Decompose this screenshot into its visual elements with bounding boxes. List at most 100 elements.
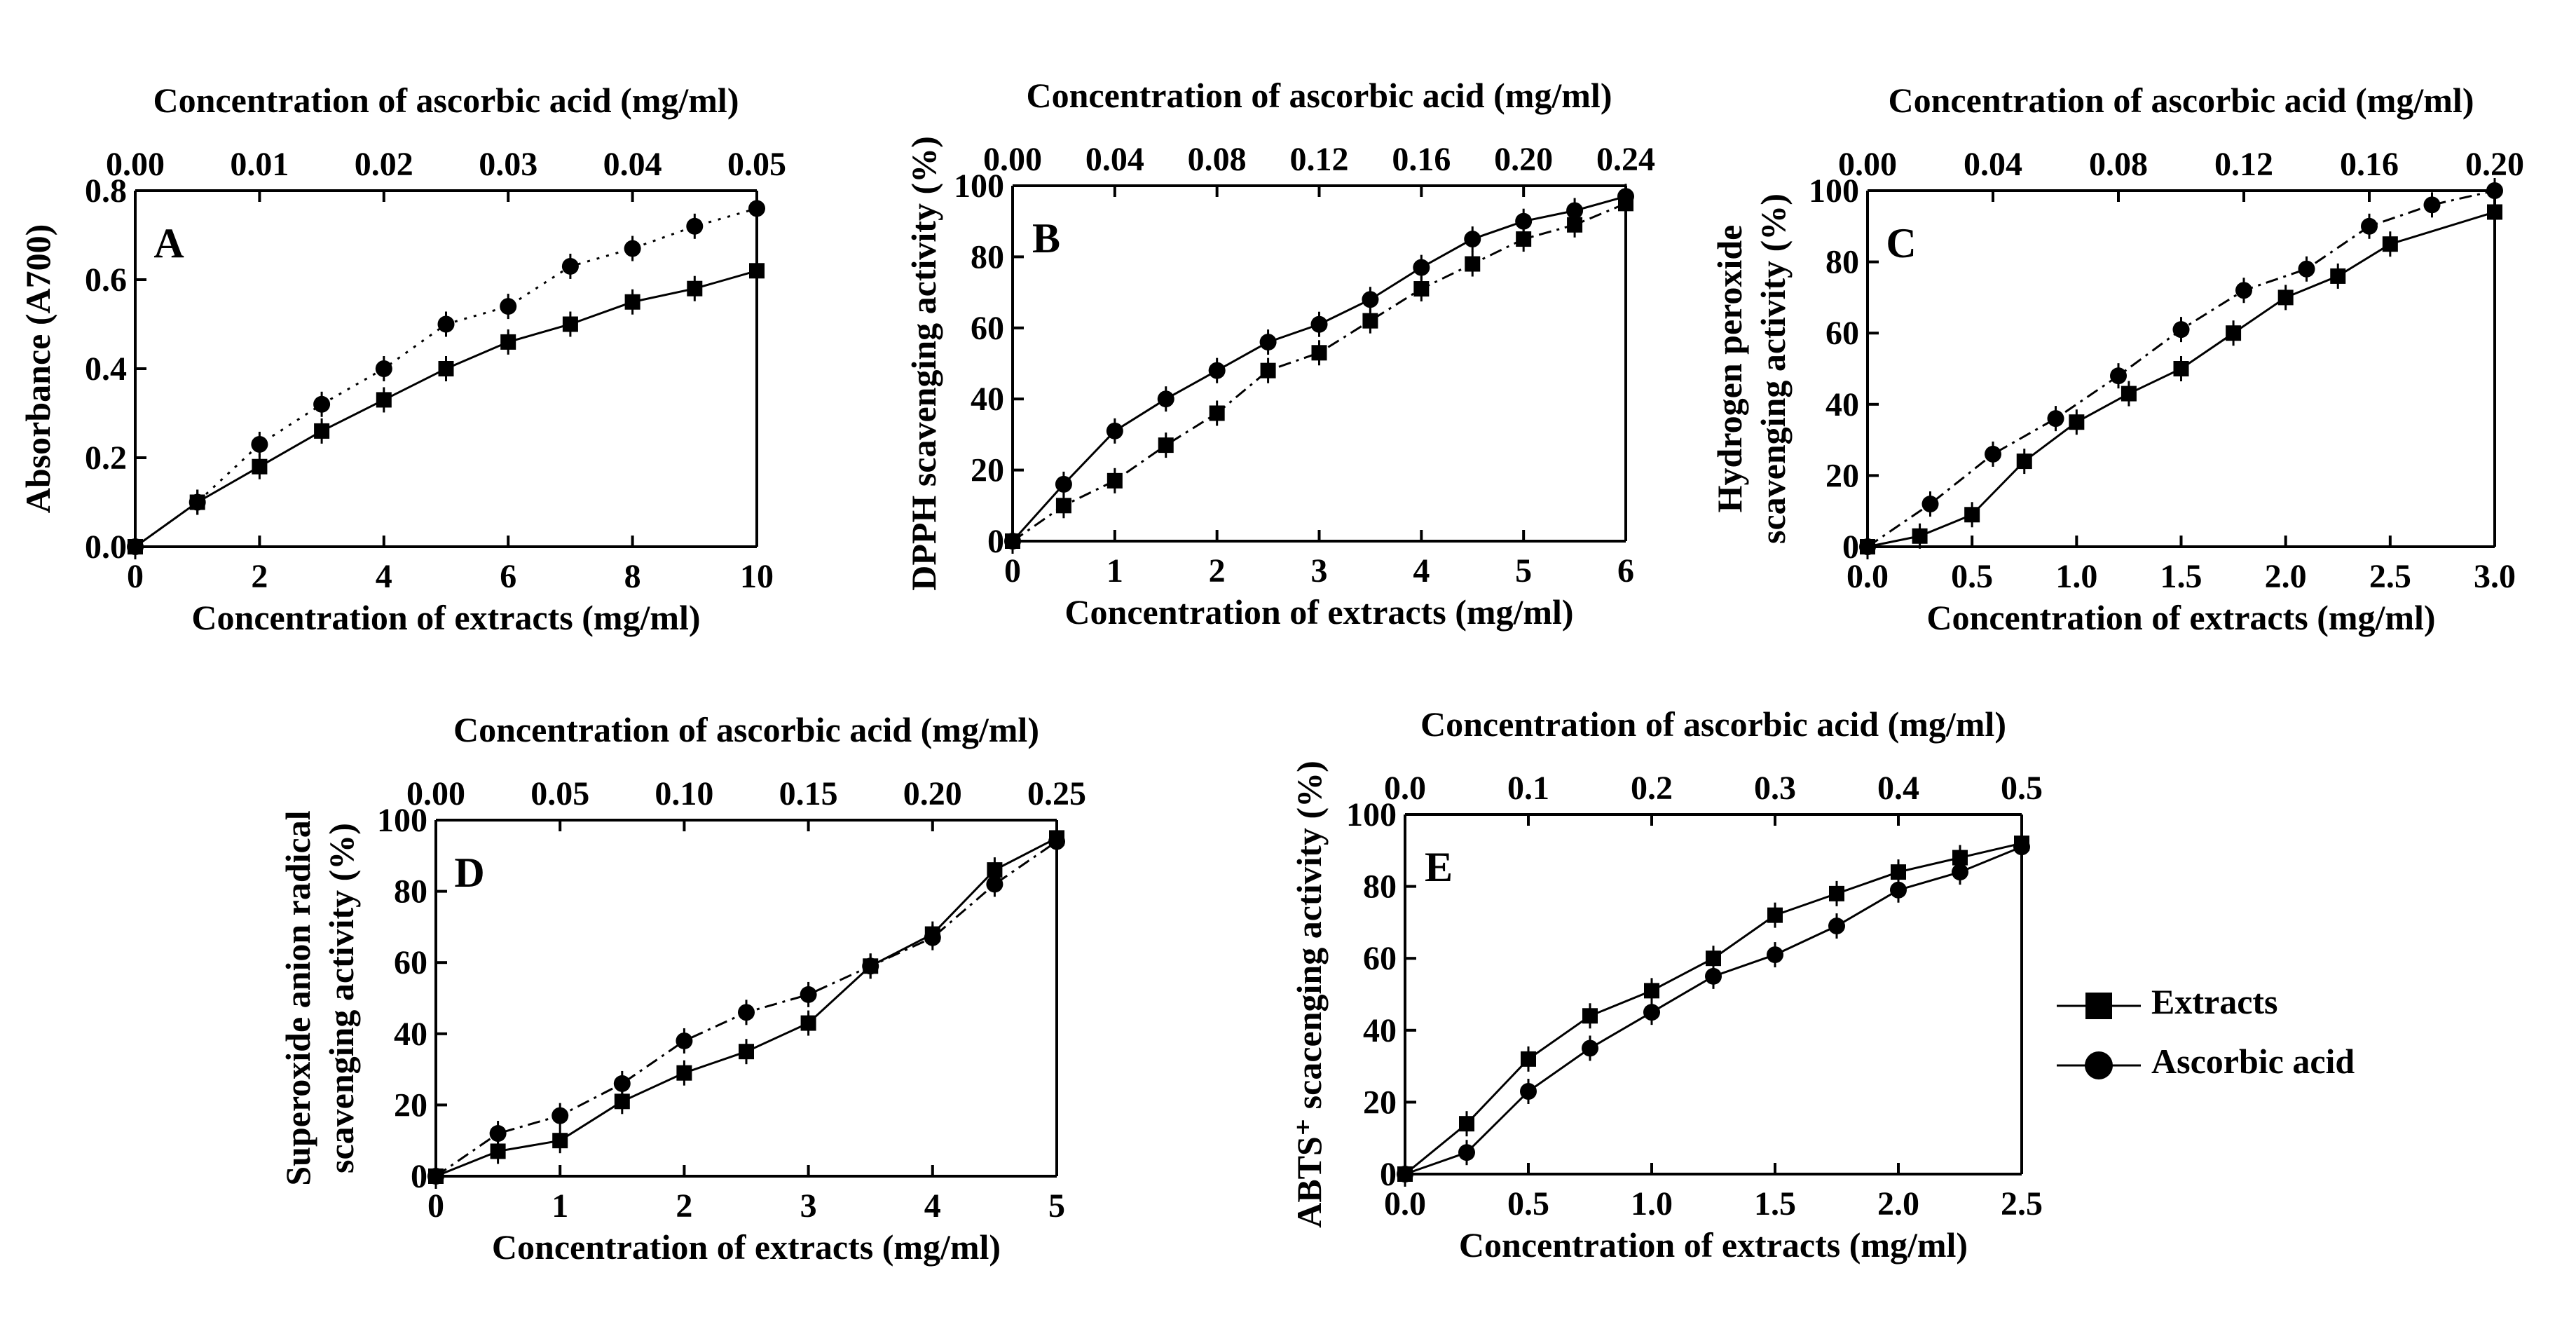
data-point-circle [1617, 188, 1634, 205]
data-point-square [2277, 289, 2294, 306]
x-tick-label: 2.5 [2369, 558, 2411, 595]
x-tick-label: 2.0 [2265, 558, 2307, 595]
data-point-circle [1048, 833, 1065, 850]
y-tick-label: 80 [1363, 868, 1397, 906]
top-x-axis-title: Concentration of ascorbic acid (mg/ml) [453, 710, 1039, 749]
data-point-square [1644, 983, 1659, 999]
y-tick-label: 40 [394, 1016, 427, 1053]
x-tick-label: 8 [624, 558, 641, 595]
y-tick-label: 100 [954, 168, 1004, 205]
data-point-square [1158, 437, 1174, 454]
top-x-tick-label: 0.05 [727, 146, 786, 183]
data-point-circle [1106, 422, 1123, 439]
data-point-circle [2172, 321, 2190, 339]
data-point-circle [1921, 496, 1939, 513]
data-point-square [314, 423, 330, 439]
y-tick-label: 60 [971, 310, 1004, 347]
chart-panel-e: 0.0 0.5 1.0 1.5 2.0 2.5 0.0 0.1 0.2 0.3 0.4 0.5 0 20 4… [1289, 704, 2043, 1265]
data-point-circle [375, 360, 392, 377]
top-x-tick-label: 0.15 [779, 775, 838, 812]
y-tick-label: 80 [971, 238, 1004, 275]
data-point-circle [2013, 838, 2030, 856]
data-point-circle [748, 200, 765, 217]
y-tick-label: 0.2 [85, 439, 127, 477]
data-point-square [687, 280, 703, 297]
y-axis-title-line1: Superoxide anion radical [278, 810, 317, 1185]
data-point-circle [1566, 202, 1584, 219]
square-marker-icon [2057, 993, 2141, 1019]
top-x-tick-label: 0.04 [1085, 141, 1144, 178]
x-tick-label: 0.5 [1951, 558, 1993, 595]
series-line-circle [1404, 845, 2022, 1175]
data-point-circle [2235, 282, 2252, 299]
data-point-square [1706, 950, 1721, 967]
data-point-circle [1259, 334, 1277, 351]
legend-label-extracts: Extracts [2151, 982, 2278, 1021]
y-tick-label: 80 [394, 873, 427, 911]
panel-label: B [1032, 215, 1060, 261]
data-point-square [1459, 1116, 1474, 1132]
data-point-square [1912, 528, 1928, 544]
top-x-axis-title: Concentration of ascorbic acid (mg/ml) [1420, 704, 2006, 744]
y-axis-title-line2: scavenging activity (%) [1753, 193, 1793, 544]
data-point-square [2226, 325, 2242, 341]
top-x-axis-title: Concentration of ascorbic acid (mg/ml) [1889, 81, 2474, 120]
data-point-circle [2361, 217, 2378, 235]
x-tick-label: 2.5 [2001, 1185, 2043, 1222]
data-point-square [1582, 1008, 1598, 1024]
data-point-square [1952, 850, 1968, 866]
top-x-tick-label: 0.01 [230, 146, 289, 183]
data-point-square [749, 263, 765, 279]
top-x-tick-label: 0.20 [903, 775, 962, 812]
data-point-circle [624, 240, 641, 257]
chart-panel-d: 0 1 2 3 4 5 0.00 0.05 0.10 0.15 0.20 0.25 0 20 40 60 80 1… [278, 710, 1086, 1267]
x-tick-label: 6 [500, 558, 516, 595]
top-x-tick-label: 0.12 [1290, 141, 1349, 178]
top-x-tick-label: 0.2 [1631, 770, 1673, 807]
data-point-square [2173, 361, 2189, 376]
data-point-circle [676, 1032, 693, 1049]
x-axis-title: Concentration of extracts (mg/ml) [1926, 598, 2435, 637]
data-point-circle [1520, 1083, 1537, 1100]
data-point-circle [1952, 864, 1968, 881]
data-point-circle [2110, 367, 2127, 385]
chart-panel-c: 0.0 0.5 1.0 1.5 2.0 2.5 3.0 0.00 0.04 0.08 0.12 0.1… [1710, 81, 2524, 637]
y-tick-label: 0 [411, 1158, 427, 1195]
legend-item-extracts: Extracts [2053, 974, 2446, 1034]
data-point-circle [1004, 533, 1021, 550]
data-point-square [562, 316, 578, 332]
y-axis-title: ABTS⁺ scacenging activity (%) [1289, 761, 1329, 1228]
x-tick-label: 6 [1617, 552, 1634, 589]
data-point-circle [1643, 1004, 1660, 1021]
chart-panel-b: 0 1 2 3 4 5 6 0.00 0.04 0.08 0.12 0.16 0.20 0.24 0 20 40… [904, 76, 1655, 632]
data-point-square [739, 1044, 754, 1060]
data-point-circle [1859, 538, 1876, 555]
data-point-square [624, 294, 640, 310]
top-x-axis-title: Concentration of ascorbic acid (mg/ml) [153, 81, 739, 120]
y-tick-label: 40 [1825, 386, 1859, 423]
data-point-circle [1890, 881, 1907, 899]
x-tick-label: 0.0 [1384, 1185, 1426, 1222]
data-point-square [1567, 217, 1583, 233]
panel-label: E [1425, 844, 1453, 890]
data-point-square [1209, 405, 1225, 421]
data-point-circle [1705, 967, 1722, 985]
data-point-circle [1208, 362, 1226, 379]
data-point-square [1891, 864, 1906, 880]
x-tick-label: 0 [1004, 552, 1021, 589]
data-point-square [614, 1093, 630, 1110]
data-point-square [500, 334, 516, 350]
data-point-square [2487, 204, 2502, 220]
top-x-tick-label: 0.00 [406, 775, 465, 812]
data-point-square [438, 361, 454, 376]
series-line-square [1012, 202, 1626, 543]
top-x-tick-label: 0.08 [1188, 141, 1247, 178]
top-x-tick-label: 0.00 [1838, 146, 1897, 183]
x-tick-label: 0 [127, 558, 144, 595]
top-x-tick-label: 0.4 [1877, 770, 1919, 807]
x-axis-title: Concentration of extracts (mg/ml) [1459, 1225, 1968, 1265]
data-point-square [2016, 454, 2032, 470]
x-tick-label: 5 [1515, 552, 1532, 589]
top-x-tick-label: 0.04 [1964, 146, 2022, 183]
